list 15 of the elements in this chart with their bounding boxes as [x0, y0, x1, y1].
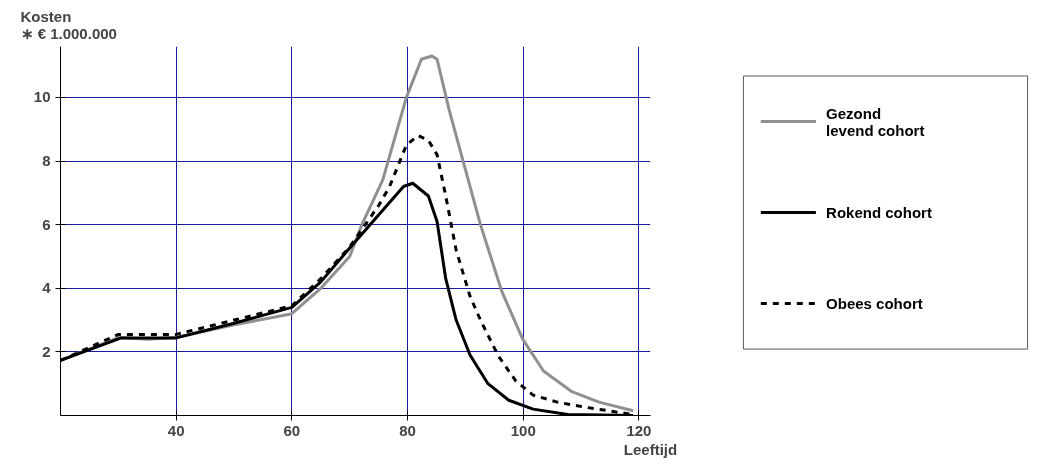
x-tick-label: 80 [399, 421, 416, 439]
y-tick-label: 8 [42, 152, 51, 170]
x-tick-label: 100 [510, 421, 536, 439]
legend-label: Obees cohort [826, 295, 923, 313]
y-tick-label: 4 [42, 279, 52, 297]
x-tick-label: 120 [626, 421, 652, 439]
legend-label: Gezond levend cohort [826, 104, 925, 139]
x-axis-title: Leeftijd [623, 440, 678, 458]
y-axis-title: Kosten ∗ € 1.000.000 [20, 7, 117, 42]
y-tick-label: 2 [42, 342, 51, 360]
x-tick-label: 60 [283, 421, 301, 439]
x-tick-label: 40 [167, 421, 185, 439]
legend-label: Rokend cohort [826, 204, 932, 222]
y-tick-label: 10 [33, 88, 51, 106]
y-tick-label: 6 [42, 215, 51, 233]
